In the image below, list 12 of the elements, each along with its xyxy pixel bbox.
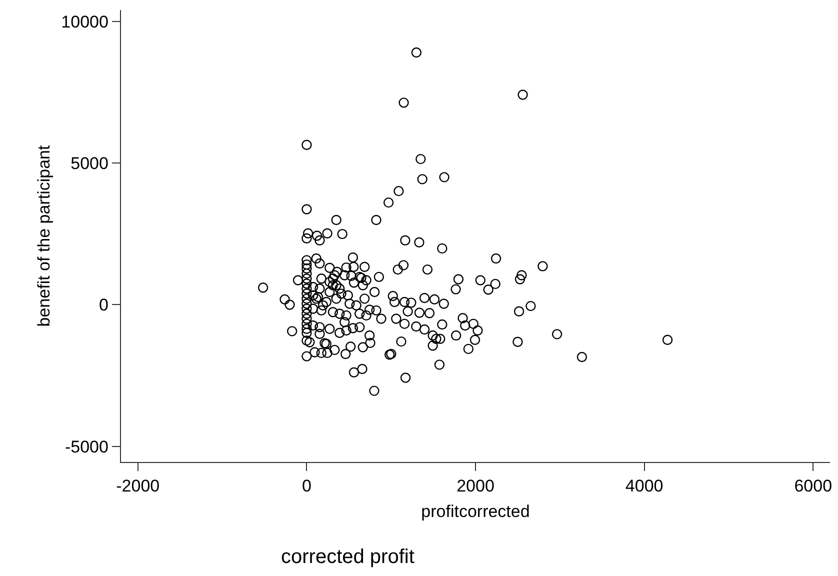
x-tick-label: 6000 <box>794 476 832 496</box>
x-tick-label: -2000 <box>116 476 160 496</box>
x-axis-title: profitcorrected <box>421 502 530 521</box>
y-tick-label: -5000 <box>64 437 108 456</box>
y-tick-label: 0 <box>98 296 108 315</box>
y-tick-label: 10000 <box>61 12 108 32</box>
y-tick-label: 5000 <box>70 154 108 173</box>
y-axis-title: benefit of the participant <box>34 145 54 327</box>
x-tick-label: 2000 <box>456 476 494 496</box>
text: corrected profit <box>281 546 415 568</box>
x-tick-label: 0 <box>302 476 312 496</box>
x-tick-label: 4000 <box>625 476 664 496</box>
